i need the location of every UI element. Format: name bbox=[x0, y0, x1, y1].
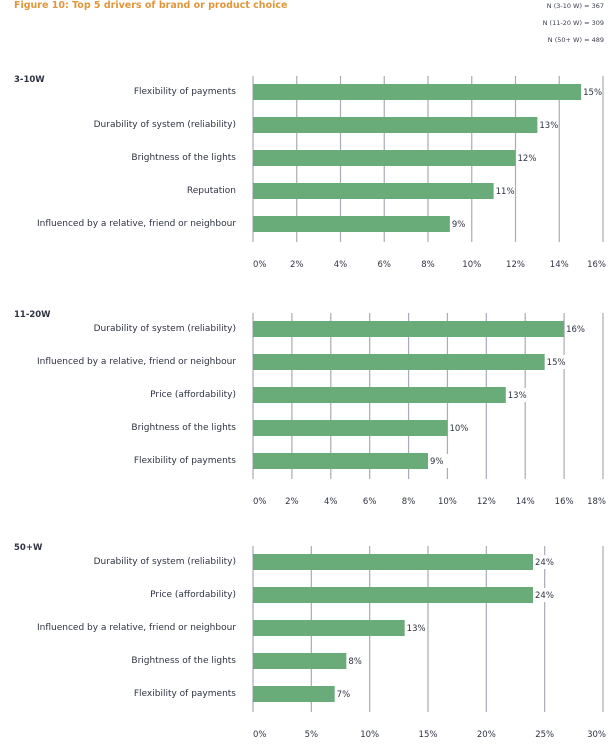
x-tick-label: 6% bbox=[363, 497, 377, 507]
value-label-background bbox=[450, 217, 471, 231]
x-tick-label: 16% bbox=[587, 260, 606, 270]
category-label: Brightness of the lights bbox=[131, 656, 236, 666]
bar bbox=[253, 587, 533, 603]
x-tick-label: 10% bbox=[360, 730, 379, 740]
category-label: Durability of system (reliability) bbox=[93, 324, 236, 334]
value-label: 8% bbox=[348, 657, 362, 667]
sample-size-note-11-20w: N (11-20 W) = 309 bbox=[542, 19, 604, 27]
value-label: 15% bbox=[583, 88, 602, 98]
x-tick-label: 16% bbox=[555, 497, 574, 507]
bar bbox=[253, 554, 533, 570]
x-tick-label: 12% bbox=[477, 497, 496, 507]
value-label-background bbox=[494, 184, 515, 198]
value-label-background bbox=[565, 322, 586, 336]
x-tick-label: 4% bbox=[334, 260, 348, 270]
x-tick-label: 4% bbox=[324, 497, 338, 507]
sample-size-note-50w: N (50+ W) = 489 bbox=[547, 36, 604, 44]
bar bbox=[253, 84, 582, 100]
bar bbox=[253, 117, 538, 133]
category-label: Durability of system (reliability) bbox=[93, 120, 236, 130]
bar bbox=[253, 453, 428, 469]
value-label-background bbox=[347, 654, 368, 668]
bar bbox=[253, 216, 450, 232]
value-label-background bbox=[545, 355, 566, 369]
panel-title: 3-10W bbox=[14, 75, 45, 85]
category-label: Price (affordability) bbox=[150, 590, 236, 600]
value-label: 9% bbox=[452, 220, 466, 230]
category-label: Brightness of the lights bbox=[131, 153, 236, 163]
x-tick-label: 10% bbox=[462, 260, 481, 270]
x-tick-label: 14% bbox=[550, 260, 569, 270]
bar bbox=[253, 183, 494, 199]
x-tick-label: 18% bbox=[587, 497, 606, 507]
x-tick-label: 25% bbox=[535, 730, 554, 740]
value-label-background bbox=[534, 555, 554, 569]
value-label: 24% bbox=[535, 591, 554, 601]
value-label-background bbox=[516, 151, 537, 165]
category-label: Flexibility of payments bbox=[133, 456, 236, 466]
value-label-background bbox=[335, 687, 356, 701]
value-label-background bbox=[506, 388, 527, 402]
x-tick-label: 15% bbox=[419, 730, 438, 740]
value-label: 15% bbox=[547, 358, 566, 368]
category-label: Influenced by a relative, friend or neig… bbox=[36, 623, 236, 633]
x-tick-label: 10% bbox=[438, 497, 457, 507]
x-tick-label: 0% bbox=[253, 730, 267, 740]
panel-title: 50+W bbox=[14, 543, 43, 553]
value-label-background bbox=[405, 621, 426, 635]
category-label: Brightness of the lights bbox=[131, 423, 236, 433]
category-label: Flexibility of payments bbox=[133, 689, 236, 699]
category-label: Flexibility of payments bbox=[133, 87, 236, 97]
value-label: 24% bbox=[535, 558, 554, 568]
value-label: 12% bbox=[518, 154, 537, 164]
x-tick-label: 0% bbox=[253, 497, 267, 507]
value-label: 9% bbox=[430, 457, 444, 467]
value-label: 11% bbox=[496, 187, 515, 197]
x-tick-label: 6% bbox=[378, 260, 392, 270]
x-tick-label: 2% bbox=[290, 260, 304, 270]
value-label-background bbox=[448, 421, 469, 435]
x-tick-label: 0% bbox=[253, 260, 267, 270]
bar bbox=[253, 321, 565, 337]
category-label: Price (affordability) bbox=[150, 390, 236, 400]
category-label: Influenced by a relative, friend or neig… bbox=[36, 357, 236, 367]
value-label: 7% bbox=[337, 690, 351, 700]
bar bbox=[253, 420, 448, 436]
bar bbox=[253, 150, 516, 166]
value-label: 10% bbox=[449, 424, 468, 434]
panel-title: 11-20W bbox=[14, 310, 51, 320]
value-label: 16% bbox=[566, 325, 585, 335]
bar bbox=[253, 387, 506, 403]
x-tick-label: 5% bbox=[305, 730, 319, 740]
bar bbox=[253, 354, 545, 370]
category-label: Durability of system (reliability) bbox=[93, 557, 236, 567]
sample-size-note-3-10w: N (3-10 W) = 367 bbox=[546, 2, 604, 10]
value-label-background bbox=[582, 85, 603, 99]
bar bbox=[253, 686, 335, 702]
bar bbox=[253, 653, 347, 669]
x-tick-label: 20% bbox=[477, 730, 496, 740]
value-label: 13% bbox=[539, 121, 558, 131]
value-label: 13% bbox=[508, 391, 527, 401]
x-tick-label: 2% bbox=[285, 497, 299, 507]
figure-title: Figure 10: Top 5 drivers of brand or pro… bbox=[14, 0, 288, 11]
x-tick-label: 8% bbox=[402, 497, 416, 507]
value-label-background bbox=[429, 454, 449, 468]
x-tick-label: 12% bbox=[506, 260, 525, 270]
category-label: Influenced by a relative, friend or neig… bbox=[36, 219, 236, 229]
x-tick-label: 30% bbox=[587, 730, 606, 740]
x-tick-label: 14% bbox=[516, 497, 535, 507]
value-label: 13% bbox=[407, 624, 426, 634]
value-label-background bbox=[538, 118, 559, 132]
value-label-background bbox=[534, 588, 554, 602]
x-tick-label: 8% bbox=[421, 260, 435, 270]
bar bbox=[253, 620, 405, 636]
category-label: Reputation bbox=[186, 186, 236, 196]
